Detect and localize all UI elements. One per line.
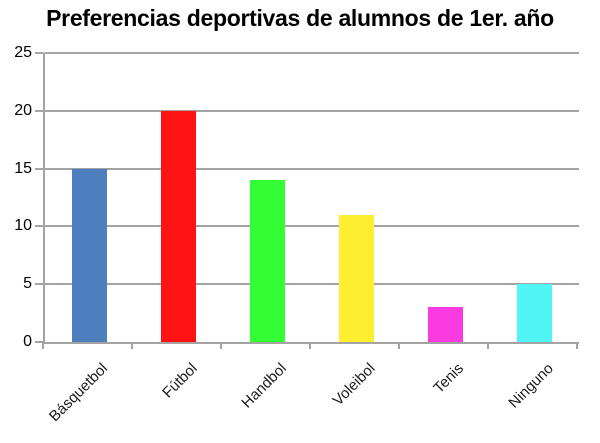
bars-group	[45, 53, 579, 342]
gridline-10	[45, 225, 579, 228]
x-tick-mark	[576, 342, 578, 349]
bar-futbol	[161, 110, 196, 342]
bar-voleibol	[339, 214, 374, 342]
x-tick-mark	[398, 342, 400, 349]
plot-area	[43, 52, 579, 344]
y-tick-label-20: 20	[14, 101, 32, 119]
x-tick-mark	[487, 342, 489, 349]
x-category-label-basquetbol: Básquetbol	[46, 360, 112, 426]
y-tick-mark	[35, 283, 44, 286]
gridline-5	[45, 283, 579, 286]
y-tick-mark	[35, 109, 44, 112]
x-category-label-futbol: Fútbol	[159, 360, 201, 402]
y-tick-mark	[35, 52, 44, 54]
bar-cell-voleibol	[312, 53, 401, 342]
x-tick-mark	[42, 342, 44, 349]
bar-cell-basquetbol	[45, 53, 134, 342]
bar-cell-futbol	[134, 53, 223, 342]
y-tick-label-0: 0	[23, 333, 32, 350]
bar-handbol	[250, 180, 285, 342]
gridline-20	[45, 109, 579, 112]
y-tick-mark	[35, 225, 44, 228]
x-category-label-tenis: Tenis	[430, 360, 468, 397]
gridline-25	[45, 52, 579, 54]
y-tick-label-25: 25	[14, 44, 32, 61]
gridline-15	[45, 167, 579, 170]
x-category-label-handbol: Handbol	[237, 360, 290, 412]
bar-cell-tenis	[401, 53, 490, 342]
y-tick-label-5: 5	[23, 275, 32, 293]
bar-ninguno	[517, 284, 552, 342]
x-tick-mark	[220, 342, 222, 349]
y-tick-mark	[35, 341, 44, 343]
chart-title: Preferencias deportivas de alumnos de 1e…	[46, 5, 554, 31]
x-tick-mark	[131, 342, 133, 349]
bar-cell-ninguno	[490, 53, 579, 342]
bar-basquetbol	[72, 168, 107, 342]
y-tick-mark	[35, 167, 44, 170]
y-tick-label-15: 15	[14, 159, 32, 177]
y-tick-label-10: 10	[14, 217, 32, 235]
x-category-label-voleibol: Voleibol	[329, 360, 379, 410]
bar-tenis	[428, 307, 463, 342]
bar-cell-handbol	[223, 53, 312, 342]
x-tick-mark	[309, 342, 311, 349]
x-category-label-ninguno: Ninguno	[504, 360, 557, 412]
